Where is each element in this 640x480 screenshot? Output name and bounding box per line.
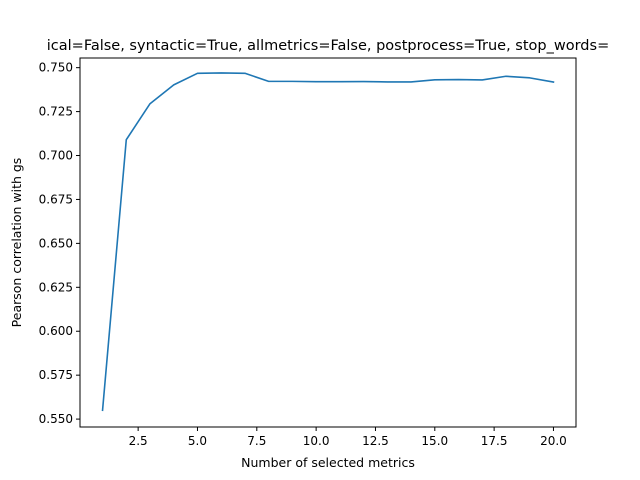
y-tick-label: 0.650 bbox=[39, 236, 73, 250]
y-axis-label: Pearson correlation with gs bbox=[9, 158, 24, 328]
x-tick-label: 5.0 bbox=[188, 434, 207, 448]
series-layer bbox=[101, 72, 555, 412]
x-tick-label: 10.0 bbox=[303, 434, 330, 448]
x-tick-label: 17.5 bbox=[481, 434, 508, 448]
plot-frame bbox=[79, 57, 577, 428]
y-tick-label: 0.675 bbox=[39, 192, 73, 206]
y-axis-ticks: 0.550 0.575 0.600 0.625 0.650 0.675 0.700 0.725… bbox=[39, 61, 80, 426]
x-tick-label: 2.5 bbox=[129, 434, 148, 448]
x-axis-label: Number of selected metrics bbox=[241, 455, 415, 470]
x-tick-label: 7.5 bbox=[247, 434, 266, 448]
y-tick-label: 0.625 bbox=[39, 280, 73, 294]
series-line bbox=[101, 72, 555, 412]
y-tick-label: 0.725 bbox=[39, 105, 73, 119]
x-tick-label: 12.5 bbox=[362, 434, 389, 448]
y-tick-label: 0.600 bbox=[39, 324, 73, 338]
x-tick-label: 20.0 bbox=[540, 434, 567, 448]
y-tick-label: 0.750 bbox=[39, 61, 73, 75]
y-tick-label: 0.550 bbox=[39, 412, 73, 426]
chart-title: ical=False, syntactic=True, allmetrics=F… bbox=[47, 38, 609, 54]
y-tick-label: 0.575 bbox=[39, 368, 73, 382]
x-axis-ticks: 2.5 5.0 7.5 10.0 12.5 15.0 17.5 20.0 bbox=[129, 427, 567, 448]
y-tick-label: 0.700 bbox=[39, 149, 73, 163]
x-tick-label: 15.0 bbox=[421, 434, 448, 448]
